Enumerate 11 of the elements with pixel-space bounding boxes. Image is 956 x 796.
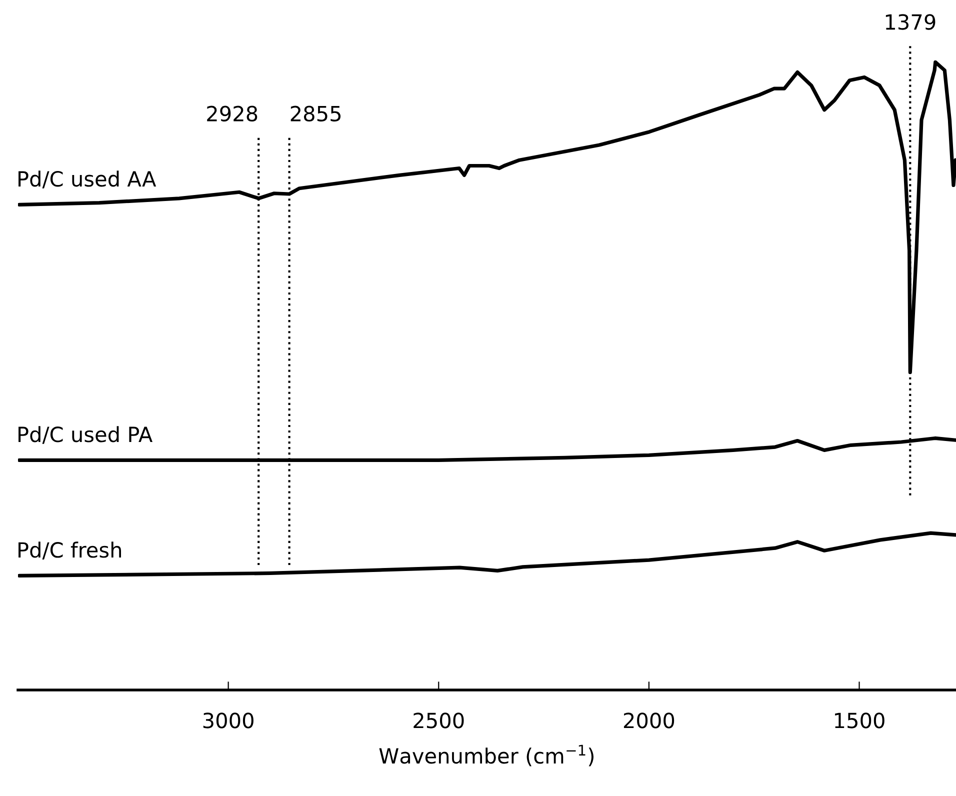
x-axis-title: Wavenumber (cm$^{−1}$) xyxy=(379,744,594,766)
x-tick-label: 2000 xyxy=(624,712,674,728)
ref-line-label: 2928 xyxy=(207,106,258,122)
series-label: Pd/C fresh xyxy=(18,542,121,560)
x-tick-label: 1500 xyxy=(835,712,884,728)
ref-line-label: 1379 xyxy=(886,14,936,30)
x-tick-label: 3000 xyxy=(203,712,254,728)
ref-line-label: 2855 xyxy=(290,106,341,122)
series-label: Pd/C used AA xyxy=(18,170,156,188)
series-label: Pd/C used PA xyxy=(18,426,152,444)
x-tick-label: 2500 xyxy=(414,712,464,728)
